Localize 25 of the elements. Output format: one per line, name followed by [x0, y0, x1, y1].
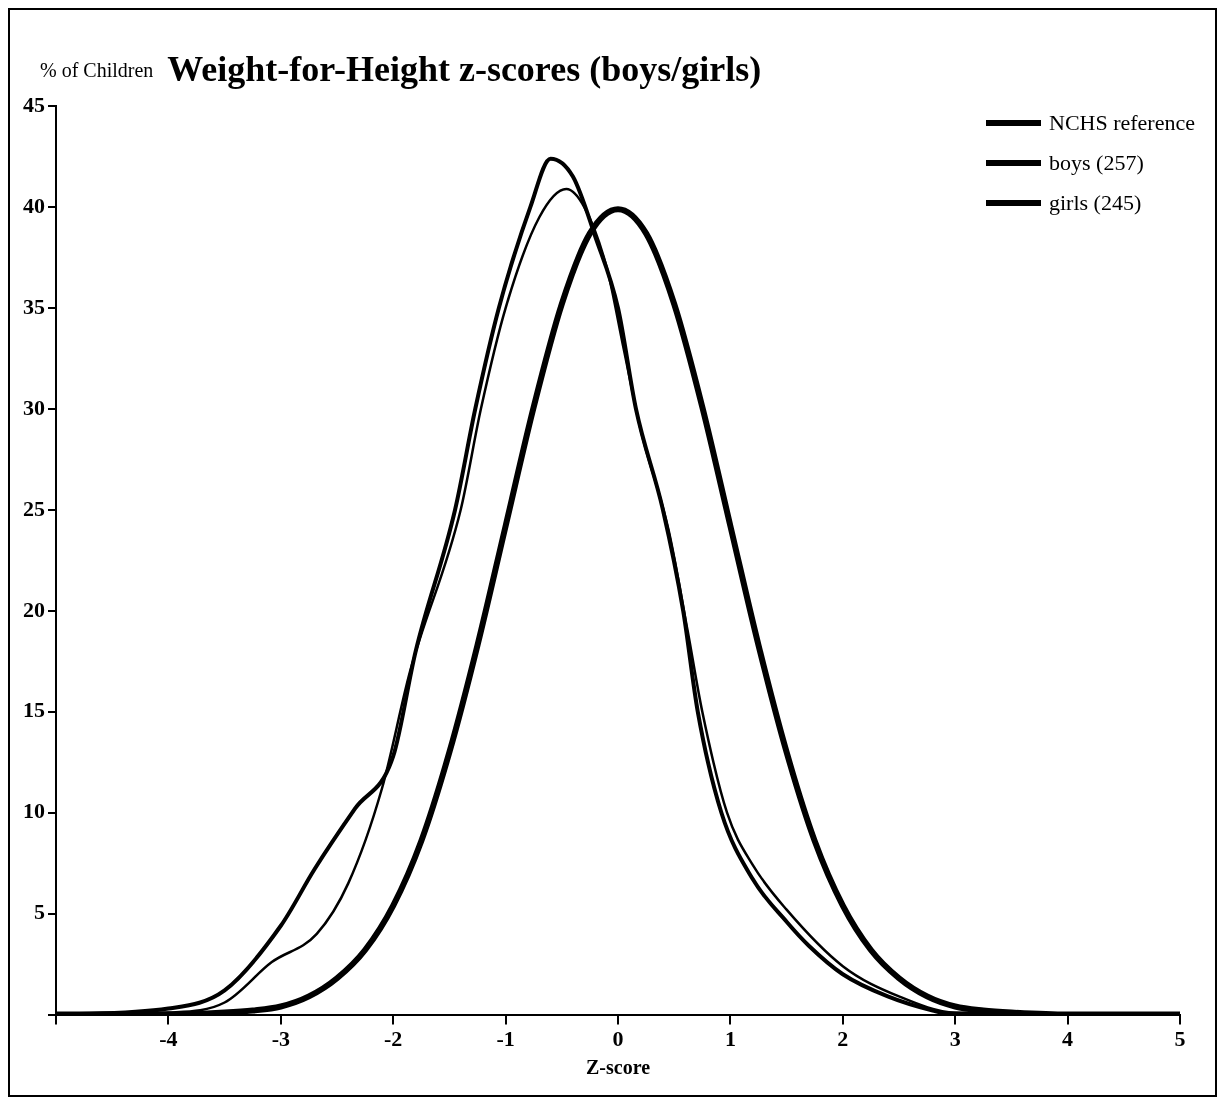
y-axis-title: % of Children [40, 59, 154, 83]
chart-title: Weight-for-Height z-scores (boys/girls) [167, 48, 762, 90]
x-tick-label: -2 [384, 1026, 403, 1052]
legend-label: NCHS reference [1049, 110, 1195, 136]
legend-label: boys (257) [1049, 150, 1144, 176]
y-tick-label: 10 [23, 798, 45, 824]
y-tick-label: 25 [23, 495, 45, 521]
y-tick-label: 45 [23, 91, 45, 117]
y-tick-label: 30 [23, 394, 45, 420]
legend-label: girls (245) [1049, 190, 1142, 216]
x-tick-label: 3 [949, 1026, 961, 1052]
x-tick-label: 4 [1062, 1026, 1074, 1052]
x-tick-label: 2 [837, 1026, 849, 1052]
x-tick-label: -4 [159, 1026, 178, 1052]
y-tick-label: 20 [23, 596, 45, 622]
y-tick-label: 5 [34, 899, 45, 925]
y-tick-label: 35 [23, 293, 45, 319]
y-tick-label: 15 [23, 697, 45, 723]
x-tick-label: -1 [496, 1026, 515, 1052]
x-axis-title: Z-score [585, 1056, 651, 1079]
x-tick-label: 5 [1174, 1026, 1186, 1052]
x-tick-label: 0 [612, 1026, 624, 1052]
y-tick-label: 40 [23, 192, 45, 218]
x-tick-label: -3 [271, 1026, 290, 1052]
x-tick-label: 1 [724, 1026, 736, 1052]
